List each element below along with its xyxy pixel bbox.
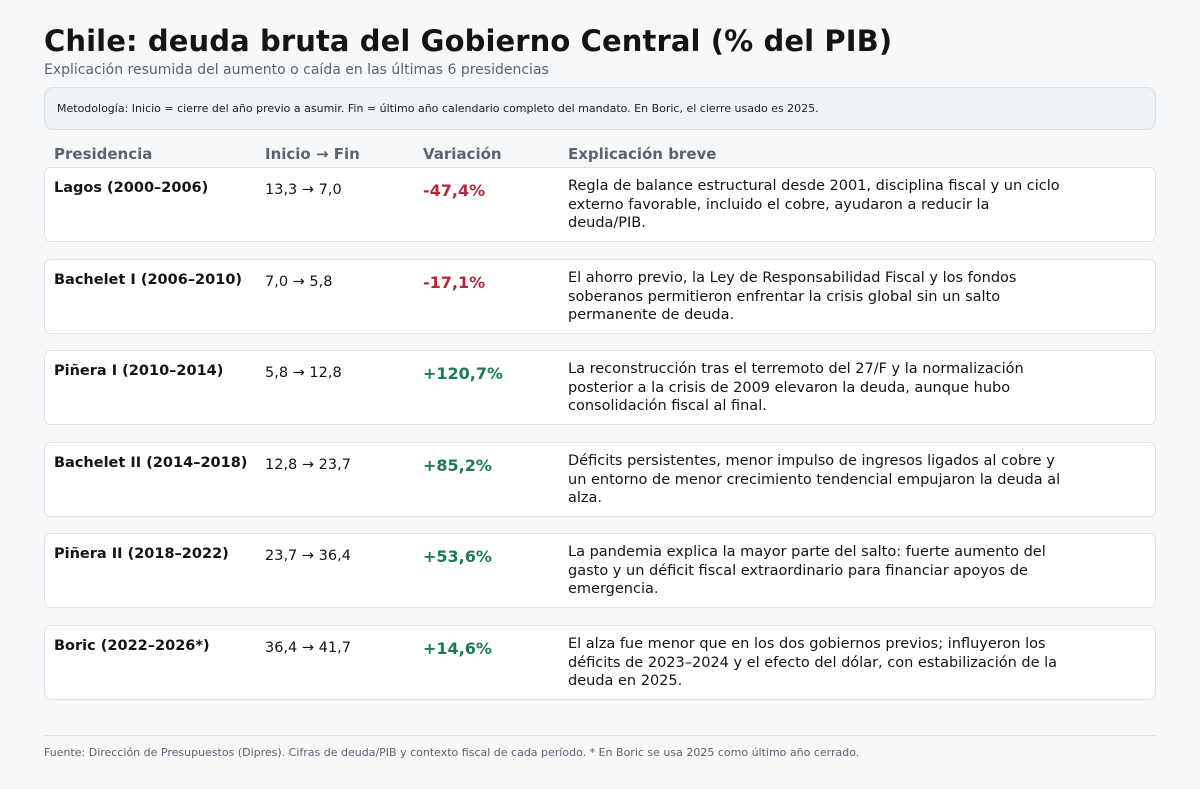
debt-change: +120,7% — [423, 364, 504, 383]
debt-change: +53,6% — [423, 547, 492, 566]
presidency-name: Boric (2022–2026*) — [54, 638, 210, 654]
page-subtitle: Explicación resumida del aumento o caída… — [44, 62, 549, 78]
source-footnote: Fuente: Dirección de Presupuestos (Dipre… — [44, 746, 860, 759]
explanation-text: Déficits persistentes, menor impulso de … — [568, 453, 1061, 506]
presidency-name: Lagos (2000–2006) — [54, 180, 209, 196]
debt-range: 13,3 → 7,0 — [265, 182, 342, 198]
debt-range: 5,8 → 12,8 — [265, 365, 342, 381]
presidency-name: Bachelet I (2006–2010) — [54, 272, 243, 288]
debt-change: -47,4% — [423, 181, 486, 200]
table-row: Piñera II (2018–2022) 23,7 → 36,4 +53,6%… — [44, 533, 1156, 608]
explanation-text: La reconstrucción tras el terremoto del … — [568, 361, 1024, 414]
debt-change: -17,1% — [423, 273, 486, 292]
table-row: Piñera I (2010–2014) 5,8 → 12,8 +120,7% … — [44, 350, 1156, 425]
debt-range: 12,8 → 23,7 — [265, 457, 351, 473]
header-change: Variación — [423, 145, 502, 163]
header-presidency: Presidencia — [54, 145, 153, 163]
presidency-name: Piñera I (2010–2014) — [54, 363, 224, 379]
explanation-text: La pandemia explica la mayor parte del s… — [568, 544, 1046, 597]
footer-divider — [44, 735, 1156, 736]
presidency-name: Piñera II (2018–2022) — [54, 546, 229, 562]
debt-range: 23,7 → 36,4 — [265, 548, 351, 564]
explanation-text: Regla de balance estructural desde 2001,… — [568, 178, 1060, 231]
table-row: Bachelet II (2014–2018) 12,8 → 23,7 +85,… — [44, 442, 1156, 517]
explanation-text: El alza fue menor que en los dos gobiern… — [568, 636, 1058, 689]
header-explanation: Explicación breve — [568, 145, 717, 163]
debt-range: 36,4 → 41,7 — [265, 640, 351, 656]
presidency-name: Bachelet II (2014–2018) — [54, 455, 248, 471]
debt-range: 7,0 → 5,8 — [265, 274, 333, 290]
explanation-text: El ahorro previo, la Ley de Responsabili… — [568, 270, 1017, 323]
debt-change: +14,6% — [423, 639, 492, 658]
page-title: Chile: deuda bruta del Gobierno Central … — [44, 24, 893, 58]
table-row: Lagos (2000–2006) 13,3 → 7,0 -47,4% Regl… — [44, 167, 1156, 242]
header-range: Inicio → Fin — [265, 145, 360, 163]
methodology-note: Metodología: Inicio = cierre del año pre… — [44, 87, 1156, 130]
debt-change: +85,2% — [423, 456, 492, 475]
table-row: Bachelet I (2006–2010) 7,0 → 5,8 -17,1% … — [44, 259, 1156, 334]
table-header: Presidencia Inicio → Fin Variación Expli… — [0, 145, 1200, 165]
table-row: Boric (2022–2026*) 36,4 → 41,7 +14,6% El… — [44, 625, 1156, 700]
